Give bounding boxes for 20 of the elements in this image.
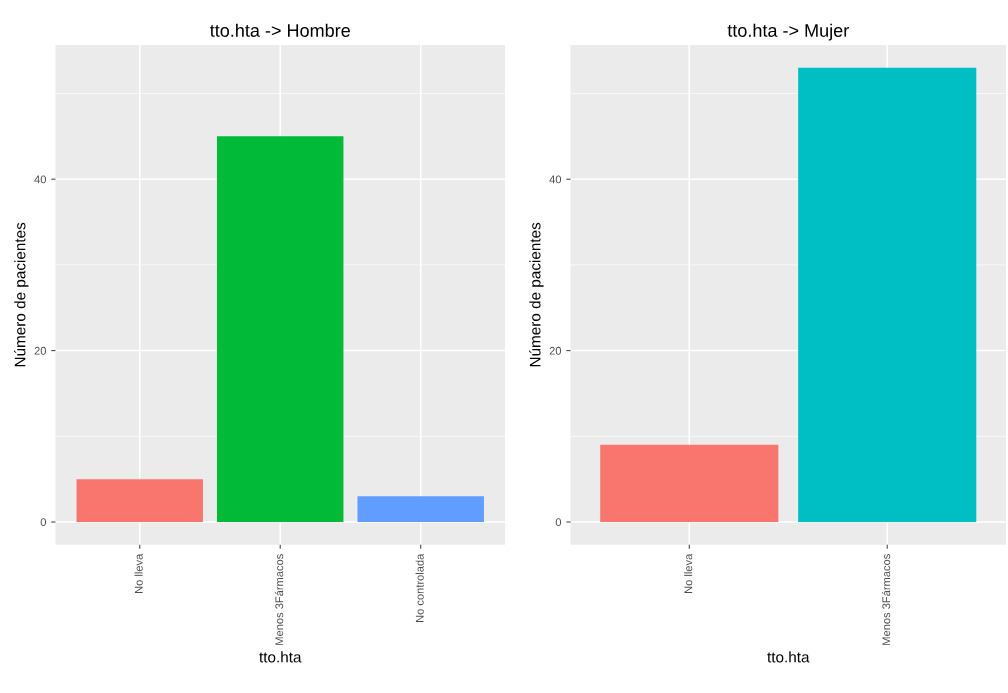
y-tick-label: 40 [34,175,46,184]
x-tick-label: Menos 3Fármacos [881,554,891,645]
y-tick-label: 20 [34,346,46,355]
x-tick-label: Menos 3Fármacos [274,554,284,645]
y-axis-title: Número de pacientes [529,222,544,367]
chart-title: tto.hta -> Mujer [727,23,849,41]
bar [217,136,344,522]
x-axis-title: tto.hta [259,651,302,663]
x-tick-label: No controlada [415,553,424,622]
bar [76,479,203,522]
x-tick-label: No lleva [684,553,693,593]
y-tick-label: 20 [549,346,562,355]
y-tick-label: 40 [549,175,562,184]
y-tick-label: 0 [555,518,562,527]
y-axis-title: Número de pacientes [14,222,29,367]
y-tick-label: 0 [40,518,46,527]
bar [357,496,484,522]
chart-title: tto.hta -> Hombre [210,23,350,37]
x-axis-title: tto.hta [767,651,810,663]
x-tick-label: No lleva [134,553,143,593]
